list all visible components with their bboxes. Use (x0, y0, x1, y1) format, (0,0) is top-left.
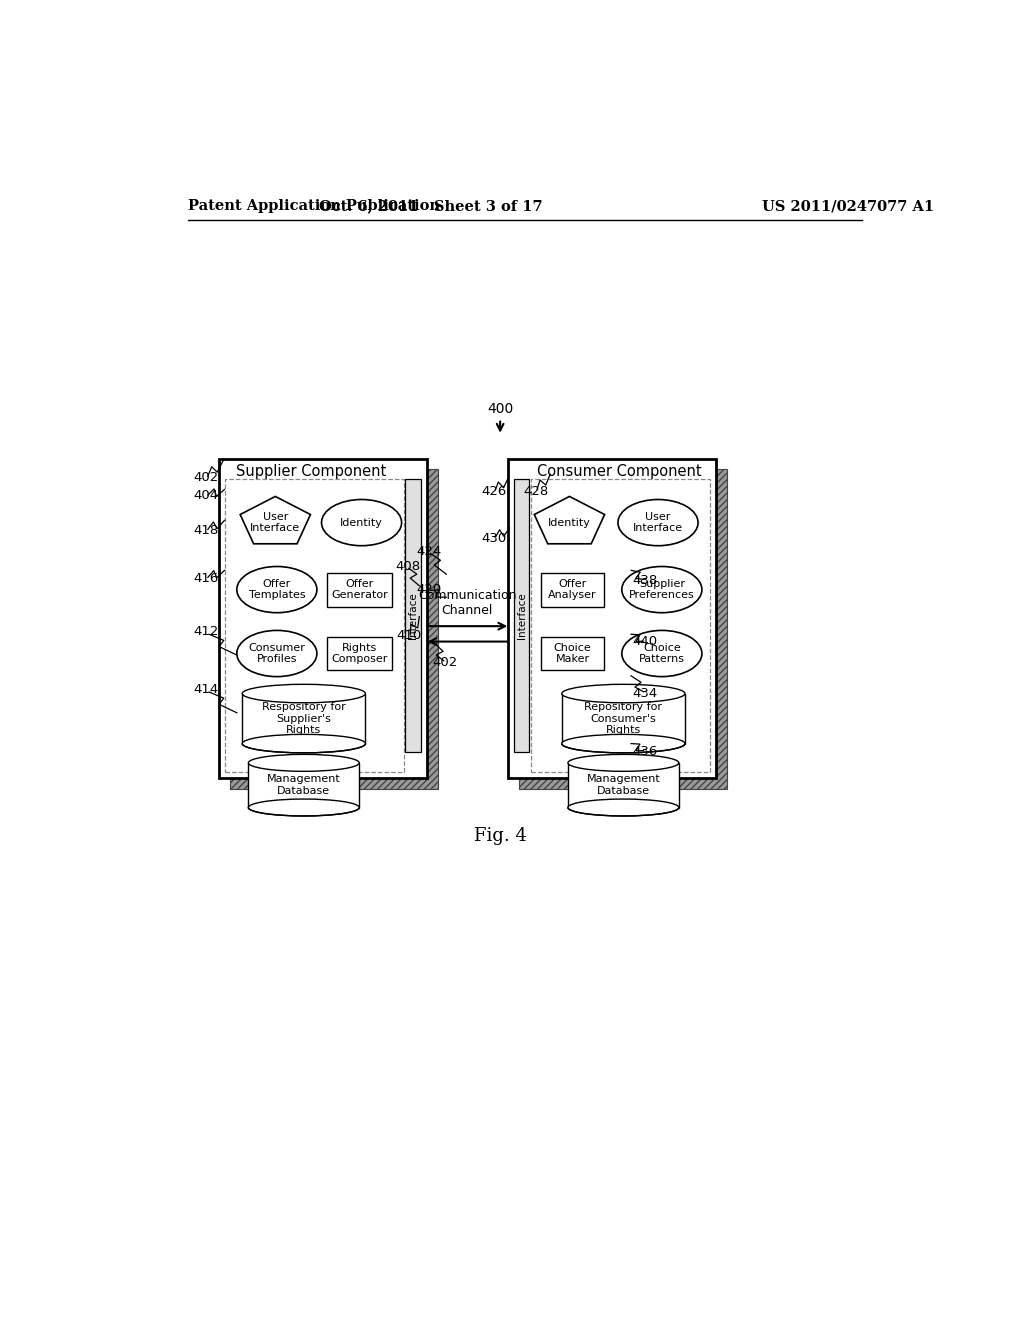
Text: Oct. 6, 2011   Sheet 3 of 17: Oct. 6, 2011 Sheet 3 of 17 (319, 199, 543, 213)
Text: 402: 402 (432, 656, 458, 669)
Text: User
Interface: User Interface (633, 512, 683, 533)
Ellipse shape (249, 799, 359, 816)
Text: Patent Application Publication: Patent Application Publication (188, 199, 440, 213)
Ellipse shape (243, 684, 366, 702)
Text: 404: 404 (194, 490, 218, 502)
Text: 440: 440 (633, 635, 657, 648)
Text: Repository for
Consumer's
Rights: Repository for Consumer's Rights (585, 702, 663, 735)
Text: 434: 434 (632, 686, 657, 700)
Text: Consumer
Profiles: Consumer Profiles (249, 643, 305, 664)
Text: Fig. 4: Fig. 4 (474, 828, 526, 845)
Bar (508, 459, 716, 779)
Text: 400: 400 (487, 403, 513, 416)
Bar (514, 479, 529, 752)
Ellipse shape (237, 566, 316, 612)
Text: 418: 418 (194, 524, 219, 537)
Text: 428: 428 (523, 484, 548, 498)
Bar (225, 479, 403, 772)
Bar (249, 763, 359, 808)
Bar (327, 636, 392, 671)
Bar (327, 573, 392, 607)
Ellipse shape (322, 499, 401, 545)
Text: US 2011/0247077 A1: US 2011/0247077 A1 (762, 199, 934, 213)
Text: Communication
Channel: Communication Channel (418, 589, 517, 616)
Text: 438: 438 (632, 574, 657, 587)
Text: Choice
Patterns: Choice Patterns (639, 643, 685, 664)
Text: Interface: Interface (409, 591, 418, 639)
Text: 410: 410 (396, 630, 422, 643)
Text: User
Interface: User Interface (250, 512, 300, 533)
Bar (219, 459, 427, 779)
Text: 424: 424 (416, 545, 441, 557)
Text: Respository for
Supplier's
Rights: Respository for Supplier's Rights (262, 702, 346, 735)
Text: Identity: Identity (340, 517, 383, 528)
Ellipse shape (249, 755, 359, 771)
Bar (568, 763, 679, 808)
Text: Management
Database: Management Database (267, 775, 341, 796)
Text: 408: 408 (395, 560, 420, 573)
Polygon shape (535, 496, 604, 544)
Text: Offer
Generator: Offer Generator (331, 578, 388, 601)
Ellipse shape (617, 499, 698, 545)
Text: 412: 412 (194, 626, 219, 639)
Text: Identity: Identity (548, 517, 591, 528)
Text: 420: 420 (416, 583, 441, 597)
Bar (562, 693, 685, 743)
Text: Management
Database: Management Database (587, 775, 660, 796)
Text: 436: 436 (632, 744, 657, 758)
Text: Supplier
Preferences: Supplier Preferences (629, 578, 694, 601)
Text: Choice
Maker: Choice Maker (554, 643, 592, 664)
Text: 414: 414 (194, 684, 219, 696)
Ellipse shape (243, 734, 366, 752)
Text: Consumer Component: Consumer Component (538, 463, 701, 479)
Bar (541, 636, 604, 671)
Bar (531, 479, 710, 772)
Ellipse shape (237, 631, 316, 677)
Text: Rights
Composer: Rights Composer (332, 643, 388, 664)
Text: Interface: Interface (517, 591, 526, 639)
Ellipse shape (562, 684, 685, 702)
Bar (406, 479, 421, 752)
Ellipse shape (622, 631, 701, 677)
Bar (541, 573, 604, 607)
Ellipse shape (562, 734, 685, 752)
Ellipse shape (568, 799, 679, 816)
Bar (518, 470, 727, 789)
Text: 416: 416 (194, 572, 219, 585)
Polygon shape (241, 496, 310, 544)
Text: 430: 430 (481, 532, 507, 545)
Bar (230, 470, 438, 789)
Ellipse shape (568, 755, 679, 771)
Text: Offer
Analyser: Offer Analyser (548, 578, 597, 601)
Text: Offer
Templates: Offer Templates (249, 578, 305, 601)
Text: Supplier Component: Supplier Component (237, 463, 387, 479)
Bar (243, 693, 366, 743)
Text: 426: 426 (481, 484, 507, 498)
Text: 402: 402 (194, 471, 219, 484)
Ellipse shape (622, 566, 701, 612)
